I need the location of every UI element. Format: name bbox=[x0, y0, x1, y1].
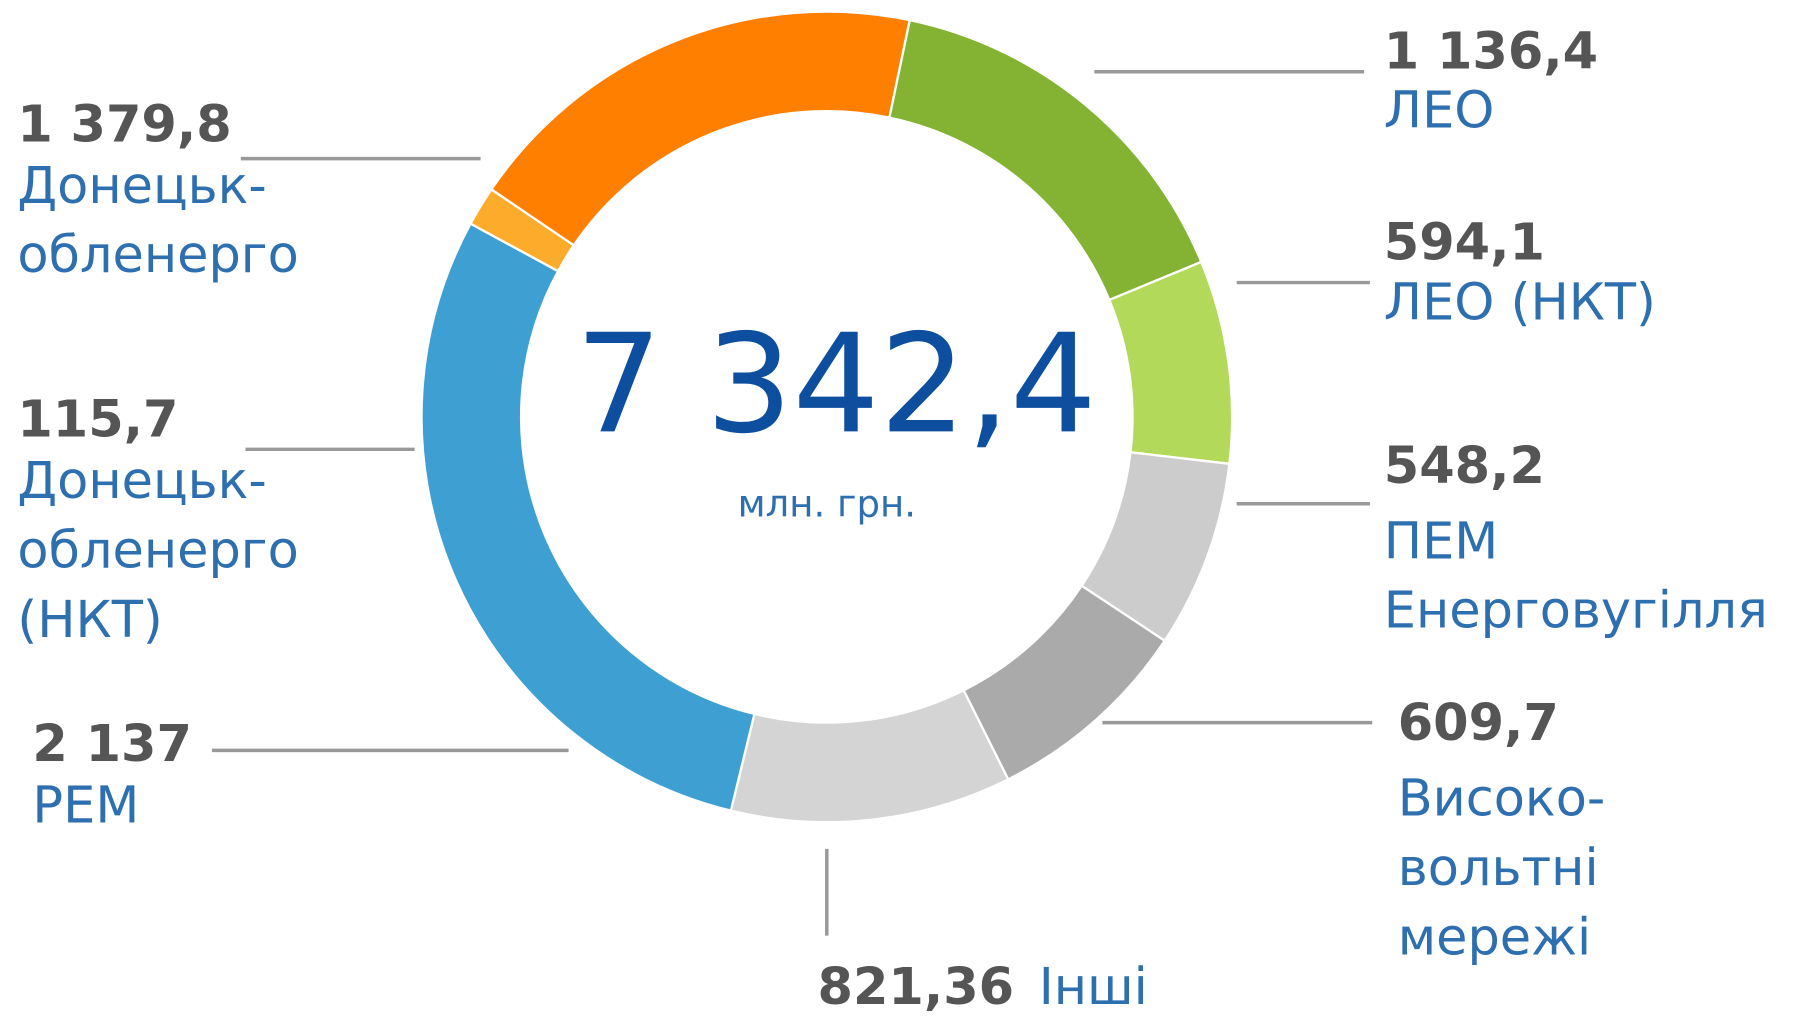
category-label: (НКТ) bbox=[17, 591, 162, 650]
value-label: 1 136,4 bbox=[1384, 22, 1598, 81]
donut-segment bbox=[489, 10, 912, 247]
category-label: ЛЕО (НКТ) bbox=[1384, 274, 1656, 333]
donut-segment bbox=[1107, 260, 1234, 466]
category-label: Енерговугілля bbox=[1384, 582, 1768, 641]
category-label: ПЕМ bbox=[1384, 512, 1498, 571]
category-label: Донецьк- bbox=[17, 157, 266, 216]
value-label: 609,7 bbox=[1398, 694, 1559, 753]
category-label: ЛЕО bbox=[1384, 81, 1495, 140]
category-label: обленерго bbox=[17, 226, 298, 285]
donut-segment bbox=[729, 688, 1010, 824]
donut-segment bbox=[420, 222, 756, 813]
category-label: Інші bbox=[1039, 958, 1148, 1017]
center-unit: млн. грн. bbox=[738, 483, 916, 526]
value-label: 2 137 bbox=[32, 715, 192, 774]
category-label: мережі bbox=[1398, 908, 1591, 967]
category-label: вольтні bbox=[1398, 839, 1599, 898]
value-label: 115,7 bbox=[17, 391, 178, 450]
category-label: Донецьк- bbox=[17, 452, 266, 511]
category-label: Високо- bbox=[1398, 769, 1606, 828]
donut-segment bbox=[887, 18, 1203, 302]
value-label: 1 379,8 bbox=[17, 95, 231, 154]
value-label: 821,36 bbox=[818, 958, 1015, 1017]
center-total: 7 342,4 bbox=[575, 305, 1096, 464]
category-label: РЕМ bbox=[32, 776, 139, 835]
category-label: обленерго bbox=[17, 522, 298, 581]
value-label: 594,1 bbox=[1384, 213, 1545, 272]
value-label: 548,2 bbox=[1384, 437, 1545, 496]
